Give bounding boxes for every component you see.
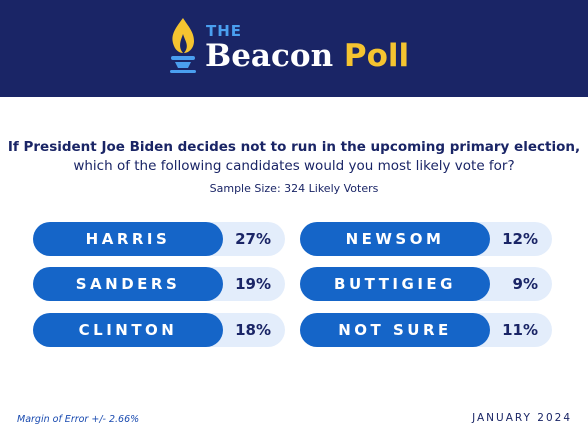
logo-beacon: Beacon xyxy=(205,38,334,74)
candidate-share: 9% xyxy=(512,275,538,293)
result-pill: NOT SURE 11% xyxy=(300,313,552,347)
header: THE Beacon Poll xyxy=(0,0,588,97)
candidate-name: CLINTON xyxy=(33,313,223,347)
candidate-share: 18% xyxy=(235,321,271,339)
candidate-share: 12% xyxy=(502,230,538,248)
candidate-name: NEWSOM xyxy=(300,222,490,256)
sample-size: Sample Size: 324 Likely Voters xyxy=(209,182,379,195)
result-pill: HARRIS 27% xyxy=(33,222,285,256)
candidate-name: HARRIS xyxy=(33,222,223,256)
candidate-share: 27% xyxy=(235,230,271,248)
result-pill: CLINTON 18% xyxy=(33,313,285,347)
result-pill: NEWSOM 12% xyxy=(300,222,552,256)
candidate-share: 11% xyxy=(502,321,538,339)
candidate-name: NOT SURE xyxy=(300,313,490,347)
logo: Beacon Poll xyxy=(205,38,409,74)
result-pill: SANDERS 19% xyxy=(33,267,285,301)
candidate-name: SANDERS xyxy=(33,267,223,301)
logo-the: THE xyxy=(206,22,243,40)
question: If President Joe Biden decides not to ru… xyxy=(7,139,581,155)
torch-icon xyxy=(170,18,196,73)
margin-of-error: Margin of Error +/- 2.66% xyxy=(17,414,140,425)
result-pill: BUTTIGIEG 9% xyxy=(300,267,552,301)
question: which of the following candidates would … xyxy=(73,158,515,174)
date: JANUARY 2024 xyxy=(472,412,572,424)
logo-poll: Poll xyxy=(343,38,410,74)
candidate-name: BUTTIGIEG xyxy=(300,267,490,301)
candidate-share: 19% xyxy=(235,275,271,293)
